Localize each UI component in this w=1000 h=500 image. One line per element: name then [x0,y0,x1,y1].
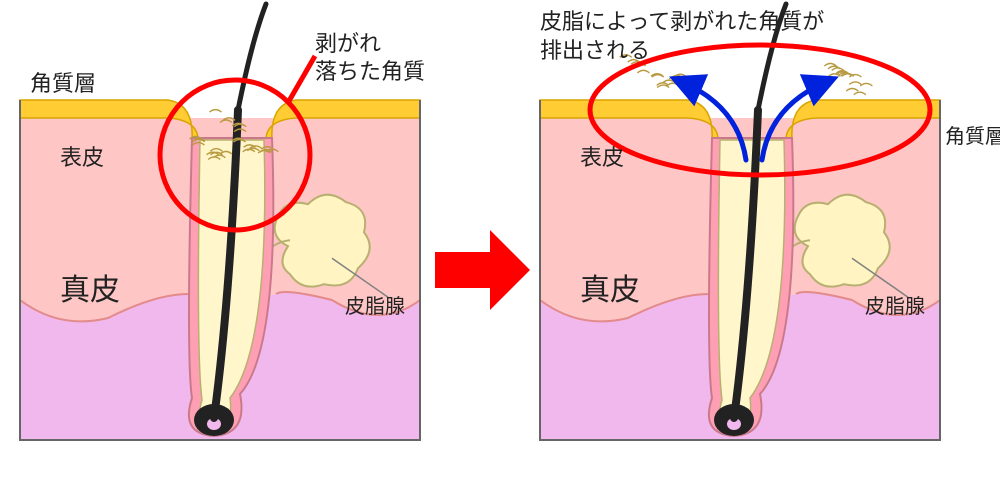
callout-left: 剥がれ落ちた角質 [315,30,425,85]
diagram-root: 角質層 表皮 真皮 皮脂腺 剥がれ落ちた角質 皮脂によって剥がれた角質が排出され… [0,0,1000,500]
label-dermis-left: 真皮 [60,265,120,309]
label-sebaceous-right: 皮脂腺 [865,290,925,319]
label-stratum-corneum-left: 角質層 [30,66,96,98]
diagram-svg [0,0,1000,500]
label-epidermis-right: 表皮 [580,140,624,172]
label-dermis-right: 真皮 [580,265,640,309]
caption-right: 皮脂によって剥がれた角質が排出される [540,8,824,65]
label-sebaceous-left: 皮脂腺 [345,290,405,319]
label-epidermis-left: 表皮 [60,140,104,172]
label-stratum-corneum-right: 角質層 [945,120,1000,149]
